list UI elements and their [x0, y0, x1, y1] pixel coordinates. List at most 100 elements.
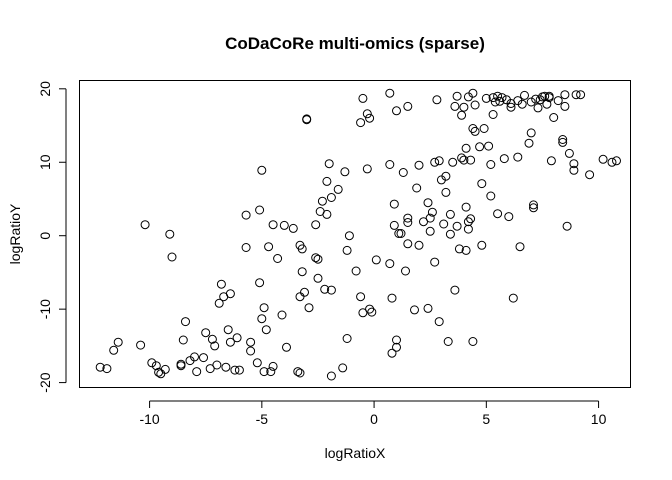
data-point — [468, 124, 478, 133]
data-point — [225, 289, 235, 299]
data-point — [190, 352, 199, 362]
data-point — [493, 209, 503, 219]
data-point — [201, 328, 211, 338]
data-point — [497, 93, 507, 103]
data-point — [313, 254, 323, 264]
data-point — [403, 239, 413, 249]
data-point — [486, 160, 496, 169]
data-point — [414, 160, 424, 170]
data-point — [560, 90, 570, 100]
data-point — [468, 88, 478, 98]
x-tick-label: 10 — [591, 411, 607, 427]
data-point — [459, 102, 469, 112]
data-point — [234, 365, 244, 375]
data-point — [531, 94, 541, 104]
data-point — [427, 207, 437, 217]
data-point — [156, 369, 166, 379]
data-point — [607, 157, 617, 167]
data-point — [324, 159, 334, 169]
data-point — [300, 287, 309, 297]
data-point — [520, 90, 529, 100]
data-point — [441, 187, 451, 197]
data-point — [342, 334, 352, 343]
data-point — [362, 109, 372, 119]
data-point — [264, 242, 274, 252]
chart-title: CoDaCoRe multi-omics (sparse) — [225, 34, 485, 53]
data-point — [371, 255, 381, 265]
data-point — [445, 209, 455, 219]
data-point — [549, 113, 559, 122]
data-point — [479, 124, 489, 133]
data-point — [261, 325, 271, 335]
data-point — [513, 152, 523, 162]
data-point — [533, 103, 543, 113]
data-point — [282, 342, 291, 352]
data-point — [499, 154, 509, 164]
data-point — [481, 93, 491, 103]
data-point — [598, 154, 608, 164]
data-point — [147, 358, 157, 368]
data-point — [560, 101, 570, 111]
data-point — [562, 221, 572, 231]
y-tick-label: 20 — [37, 81, 53, 97]
y-tick-label: -20 — [37, 372, 53, 392]
data-point — [181, 317, 190, 327]
data-point — [385, 160, 395, 169]
data-point — [340, 167, 350, 177]
data-point — [241, 210, 251, 220]
x-tick-label: 5 — [482, 411, 490, 427]
data-point — [246, 346, 256, 356]
x-tick-label: -5 — [256, 411, 269, 427]
data-point — [484, 141, 494, 151]
data-point — [389, 220, 399, 230]
data-point — [288, 223, 298, 233]
data-point — [463, 217, 473, 227]
data-point — [457, 153, 467, 163]
data-point — [257, 165, 267, 175]
data-point — [136, 340, 146, 350]
data-point — [470, 100, 480, 110]
data-point — [344, 231, 354, 241]
data-point — [569, 159, 579, 169]
data-point — [385, 259, 395, 269]
data-point — [468, 337, 478, 346]
data-point — [452, 91, 462, 101]
data-point — [412, 183, 422, 193]
data-point — [295, 368, 305, 378]
data-point — [259, 367, 269, 377]
plot-frame — [79, 80, 631, 388]
data-point — [109, 345, 119, 355]
data-point — [221, 362, 231, 372]
data-point — [232, 333, 242, 343]
data-point — [192, 367, 202, 377]
data-point — [151, 361, 161, 371]
x-tick-label: 0 — [370, 411, 378, 427]
data-point — [207, 334, 217, 344]
data-point — [515, 242, 525, 252]
y-tick-label: 0 — [37, 232, 53, 240]
data-point — [540, 91, 550, 101]
data-point — [493, 91, 503, 101]
data-point — [466, 214, 476, 224]
data-point — [558, 135, 568, 144]
data-point — [488, 110, 498, 119]
data-point — [165, 229, 175, 239]
data-point — [252, 358, 262, 368]
data-point — [358, 308, 368, 318]
data-point — [403, 101, 413, 111]
data-point — [326, 371, 336, 381]
data-point — [475, 142, 485, 152]
data-point — [365, 113, 375, 123]
data-point — [401, 266, 410, 276]
data-point — [432, 95, 442, 105]
data-point — [457, 110, 467, 120]
data-point — [210, 341, 220, 351]
data-point — [279, 220, 289, 230]
data-point — [443, 337, 453, 346]
data-point — [612, 156, 621, 166]
data-point — [342, 245, 352, 255]
data-point — [506, 102, 516, 112]
x-tick-label: -10 — [139, 411, 159, 427]
y-axis: -20 -10 0 10 20 — [37, 81, 67, 393]
data-point — [477, 179, 487, 189]
